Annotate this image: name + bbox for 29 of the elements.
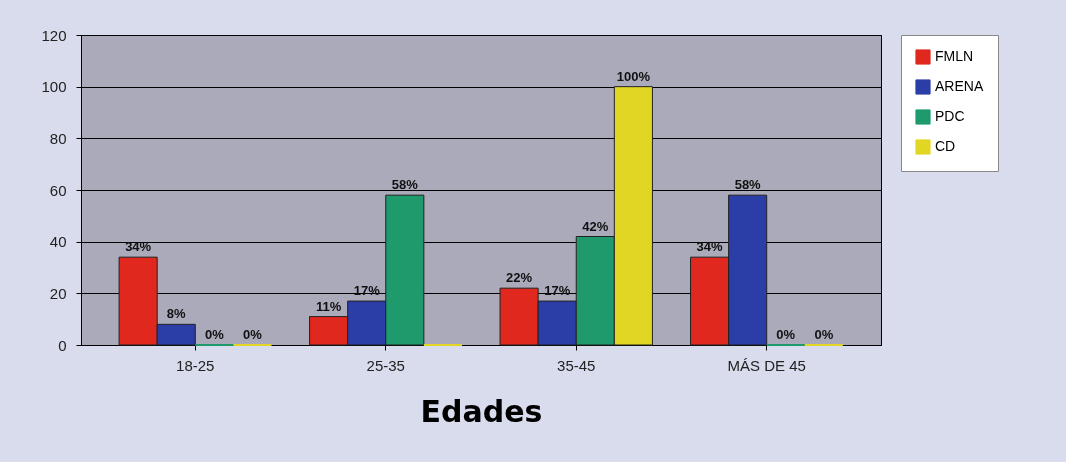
data-label: 42% bbox=[582, 218, 609, 234]
x-tick-label: MÁS DE 45 bbox=[727, 356, 806, 374]
y-tick-label: 100 bbox=[41, 78, 67, 96]
legend-label: PDC bbox=[935, 108, 965, 124]
data-label: 0% bbox=[776, 327, 796, 342]
data-label: 11% bbox=[315, 298, 342, 314]
y-tick-label: 40 bbox=[49, 233, 67, 251]
data-label: 34% bbox=[125, 239, 152, 255]
y-tick-label: 120 bbox=[41, 26, 67, 44]
x-tick-label: 25-35 bbox=[366, 356, 405, 374]
data-label: 58% bbox=[734, 177, 762, 193]
legend-label: CD bbox=[935, 138, 956, 154]
data-label: 0% bbox=[243, 327, 263, 342]
y-tick-label: 80 bbox=[49, 129, 67, 147]
x-axis-title: Edades bbox=[420, 393, 543, 429]
x-tick-label: 35-45 bbox=[557, 356, 596, 374]
y-tick-label: 20 bbox=[49, 284, 67, 302]
data-label: 34% bbox=[696, 239, 724, 255]
x-tick-label: 18-25 bbox=[176, 356, 215, 374]
data-label: 58% bbox=[391, 177, 419, 193]
data-label: 0% bbox=[814, 327, 834, 342]
legend-label: FMLN bbox=[935, 48, 974, 64]
legend-label: ARENA bbox=[935, 78, 984, 94]
y-tick-label: 60 bbox=[49, 181, 67, 199]
y-tick-label: 0 bbox=[58, 336, 67, 354]
data-label: 100% bbox=[616, 68, 651, 84]
data-label: 22% bbox=[506, 270, 533, 286]
data-label: 0% bbox=[204, 327, 225, 342]
data-label: 8% bbox=[166, 306, 187, 322]
